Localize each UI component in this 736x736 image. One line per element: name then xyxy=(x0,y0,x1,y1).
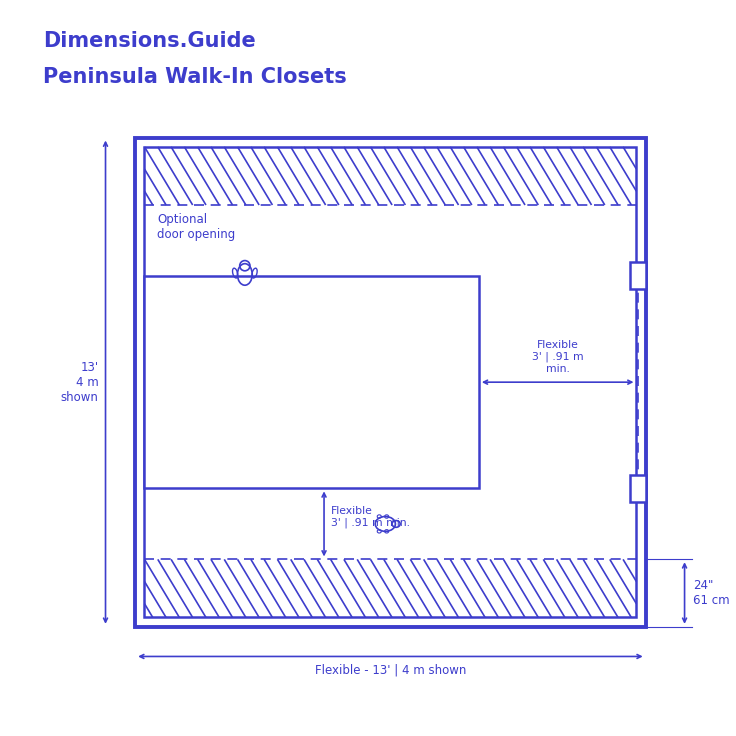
Text: Peninsula Walk-In Closets: Peninsula Walk-In Closets xyxy=(43,67,347,87)
Text: Flexible - 13' | 4 m shown: Flexible - 13' | 4 m shown xyxy=(315,664,466,676)
Text: 13'
4 m
shown: 13' 4 m shown xyxy=(60,361,99,403)
Text: Dimensions.Guide: Dimensions.Guide xyxy=(43,32,256,52)
Text: Optional
door opening: Optional door opening xyxy=(158,213,236,241)
Bar xyxy=(630,475,645,502)
Bar xyxy=(135,138,645,626)
Bar xyxy=(144,276,479,489)
Bar xyxy=(630,263,645,289)
Text: Flexible
3' | .91 m min.: Flexible 3' | .91 m min. xyxy=(331,506,410,528)
Text: Flexible
3' | .91 m
min.: Flexible 3' | .91 m min. xyxy=(532,340,584,374)
Bar xyxy=(144,147,637,618)
Text: 24"
61 cm: 24" 61 cm xyxy=(693,579,729,607)
Text: 3' | 91 cm: 3' | 91 cm xyxy=(361,375,420,389)
